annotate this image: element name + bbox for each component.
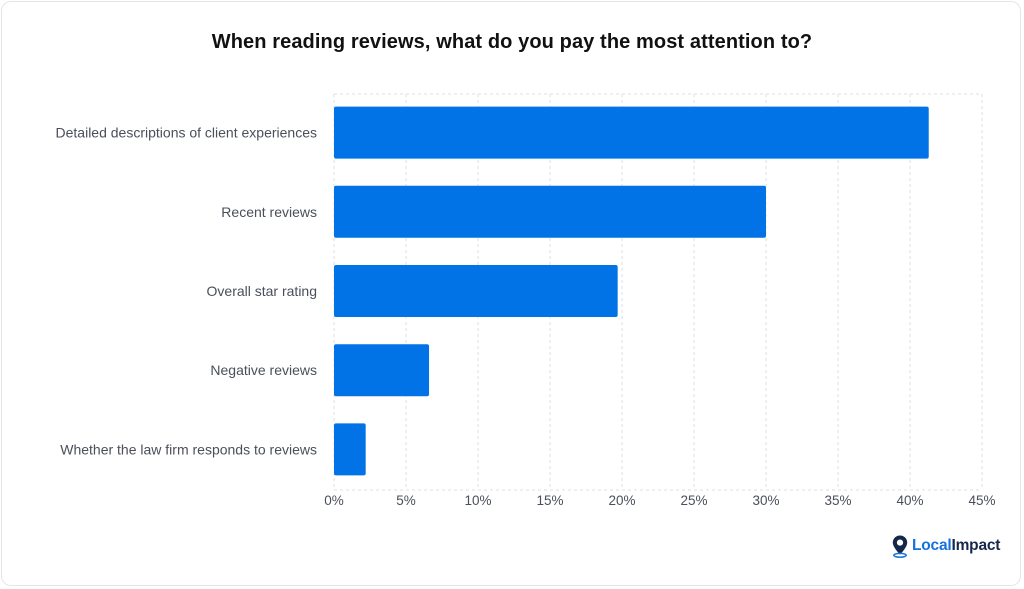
map-pin-icon (892, 535, 908, 558)
grid-lines (333, 93, 983, 491)
category-label: Detailed descriptions of client experien… (56, 125, 317, 141)
bar (334, 344, 430, 397)
bar (334, 185, 766, 238)
x-tick-label: 5% (396, 493, 416, 508)
x-tick-labels: 0% 5% 10% 15% 20% 25% 30% 35% 40% 45% (324, 493, 995, 508)
logo-wordmark: LocalImpact (912, 537, 1000, 555)
bar (334, 423, 366, 476)
category-labels: Detailed descriptions of client experien… (56, 125, 317, 458)
x-tick-label: 10% (464, 493, 491, 508)
category-label: Whether the law firm responds to reviews (60, 441, 317, 457)
chart-title: When reading reviews, what do you pay th… (211, 31, 813, 53)
logo-text-local: Local (912, 537, 952, 554)
x-tick-label: 40% (896, 493, 923, 508)
x-tick-label: 35% (824, 493, 851, 508)
localimpact-logo: LocalImpact (891, 533, 1000, 559)
x-tick-label: 0% (324, 493, 344, 508)
logo-text-impact: Impact (951, 537, 1001, 554)
x-tick-label: 20% (608, 493, 635, 508)
bar (334, 265, 618, 317)
bars (334, 106, 929, 476)
x-tick-label: 30% (752, 493, 779, 508)
bar (334, 106, 929, 159)
category-label: Negative reviews (210, 362, 317, 378)
x-tick-label: 45% (968, 493, 995, 508)
category-label: Overall star rating (207, 283, 317, 299)
x-tick-label: 25% (680, 493, 707, 508)
category-label: Recent reviews (221, 204, 317, 220)
x-tick-label: 15% (536, 493, 563, 508)
